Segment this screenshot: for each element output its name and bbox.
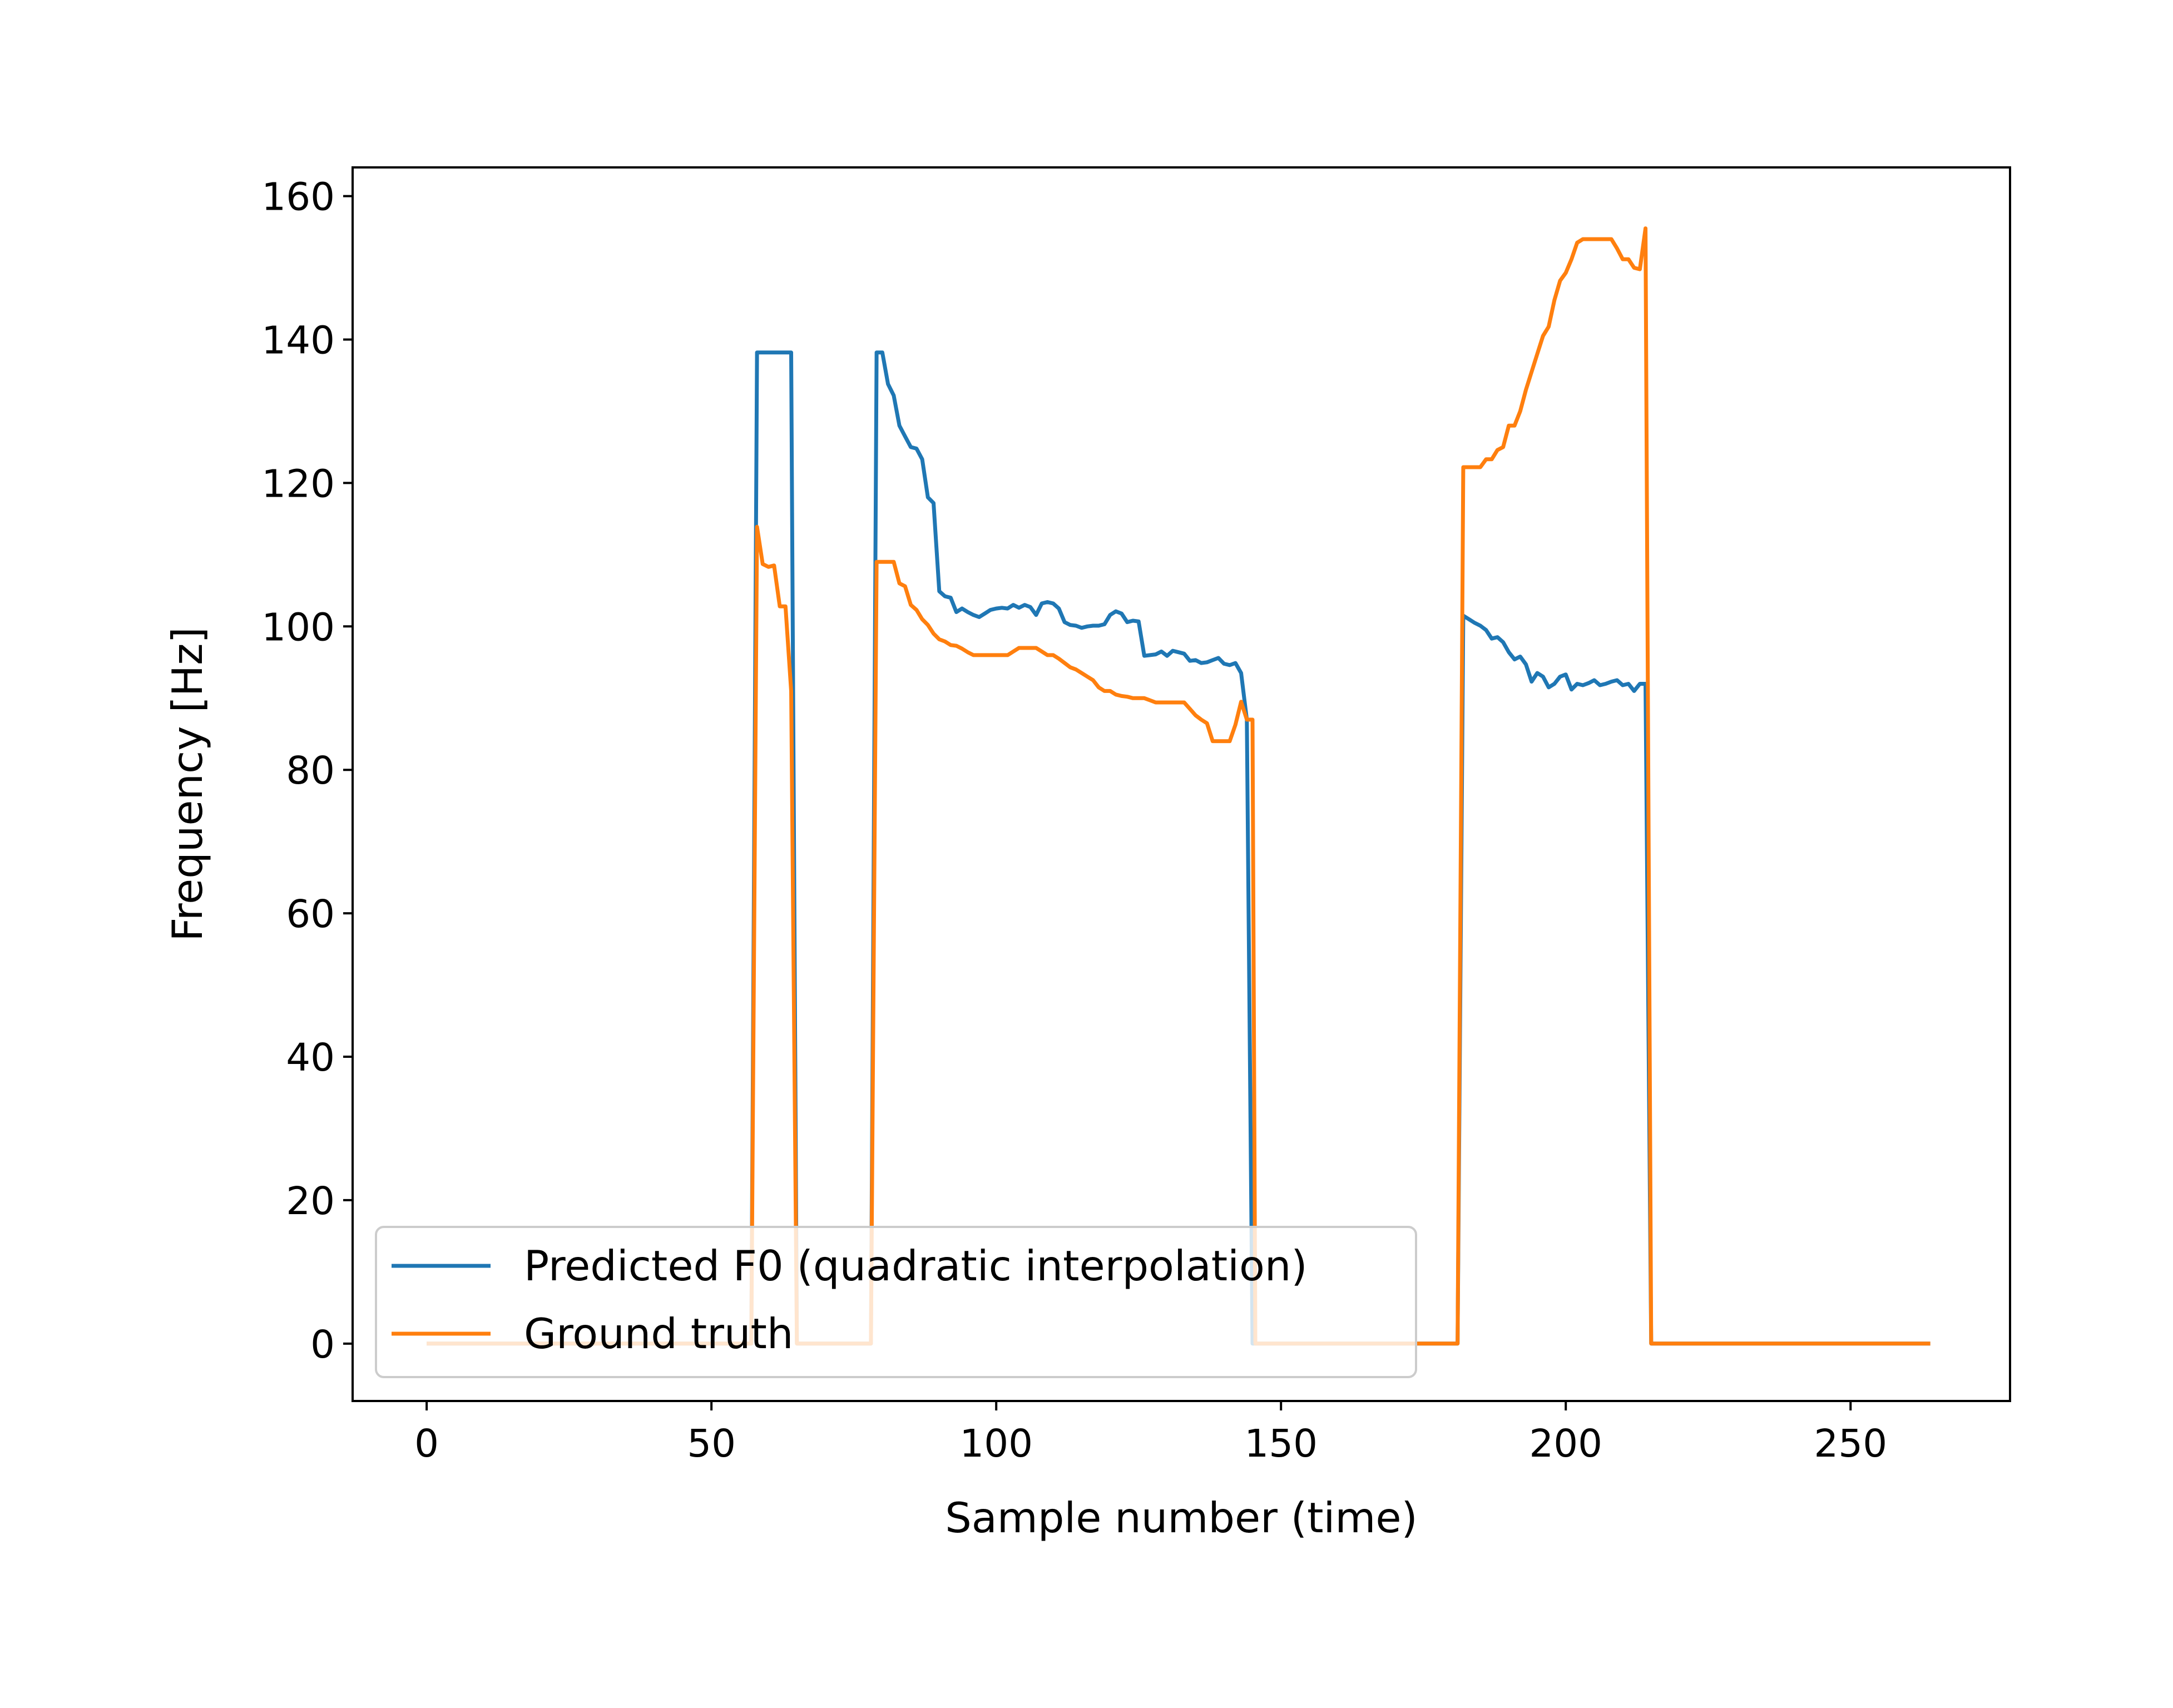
y-axis-label: Frequency [Hz] — [163, 627, 212, 942]
y-tick-label: 160 — [261, 175, 335, 220]
series-line-ground-truth — [427, 226, 1931, 1346]
series-line-predicted — [427, 350, 1931, 1346]
x-axis: 0 50 100 150 200 250 — [414, 1401, 1887, 1466]
series-layer — [427, 226, 1931, 1346]
y-tick-label: 20 — [286, 1179, 335, 1224]
plot-frame — [352, 166, 2011, 1402]
y-tick-label: 140 — [261, 318, 335, 363]
y-tick-label: 120 — [261, 462, 335, 506]
x-tick-label: 250 — [1814, 1422, 1887, 1466]
legend-box — [375, 1226, 1417, 1378]
x-tick-label: 150 — [1244, 1422, 1318, 1466]
y-axis: 0 20 40 60 80 100 120 140 160 — [261, 175, 353, 1367]
x-tick-label: 0 — [414, 1422, 439, 1466]
y-tick-label: 40 — [286, 1036, 335, 1080]
legend: Predicted F0 (quadratic interpolation) G… — [375, 1226, 1417, 1378]
y-tick-label: 60 — [286, 892, 335, 937]
legend-label-predicted: Predicted F0 (quadratic interpolation) — [524, 1241, 1308, 1290]
x-axis-label: Sample number (time) — [945, 1493, 1418, 1542]
y-tick-label: 100 — [261, 605, 335, 650]
x-tick-label: 50 — [687, 1422, 736, 1466]
y-tick-label: 0 — [310, 1323, 335, 1367]
x-tick-label: 200 — [1529, 1422, 1602, 1466]
x-tick-label: 100 — [959, 1422, 1033, 1466]
y-tick-label: 80 — [286, 749, 335, 793]
legend-label-ground-truth: Ground truth — [524, 1309, 793, 1358]
